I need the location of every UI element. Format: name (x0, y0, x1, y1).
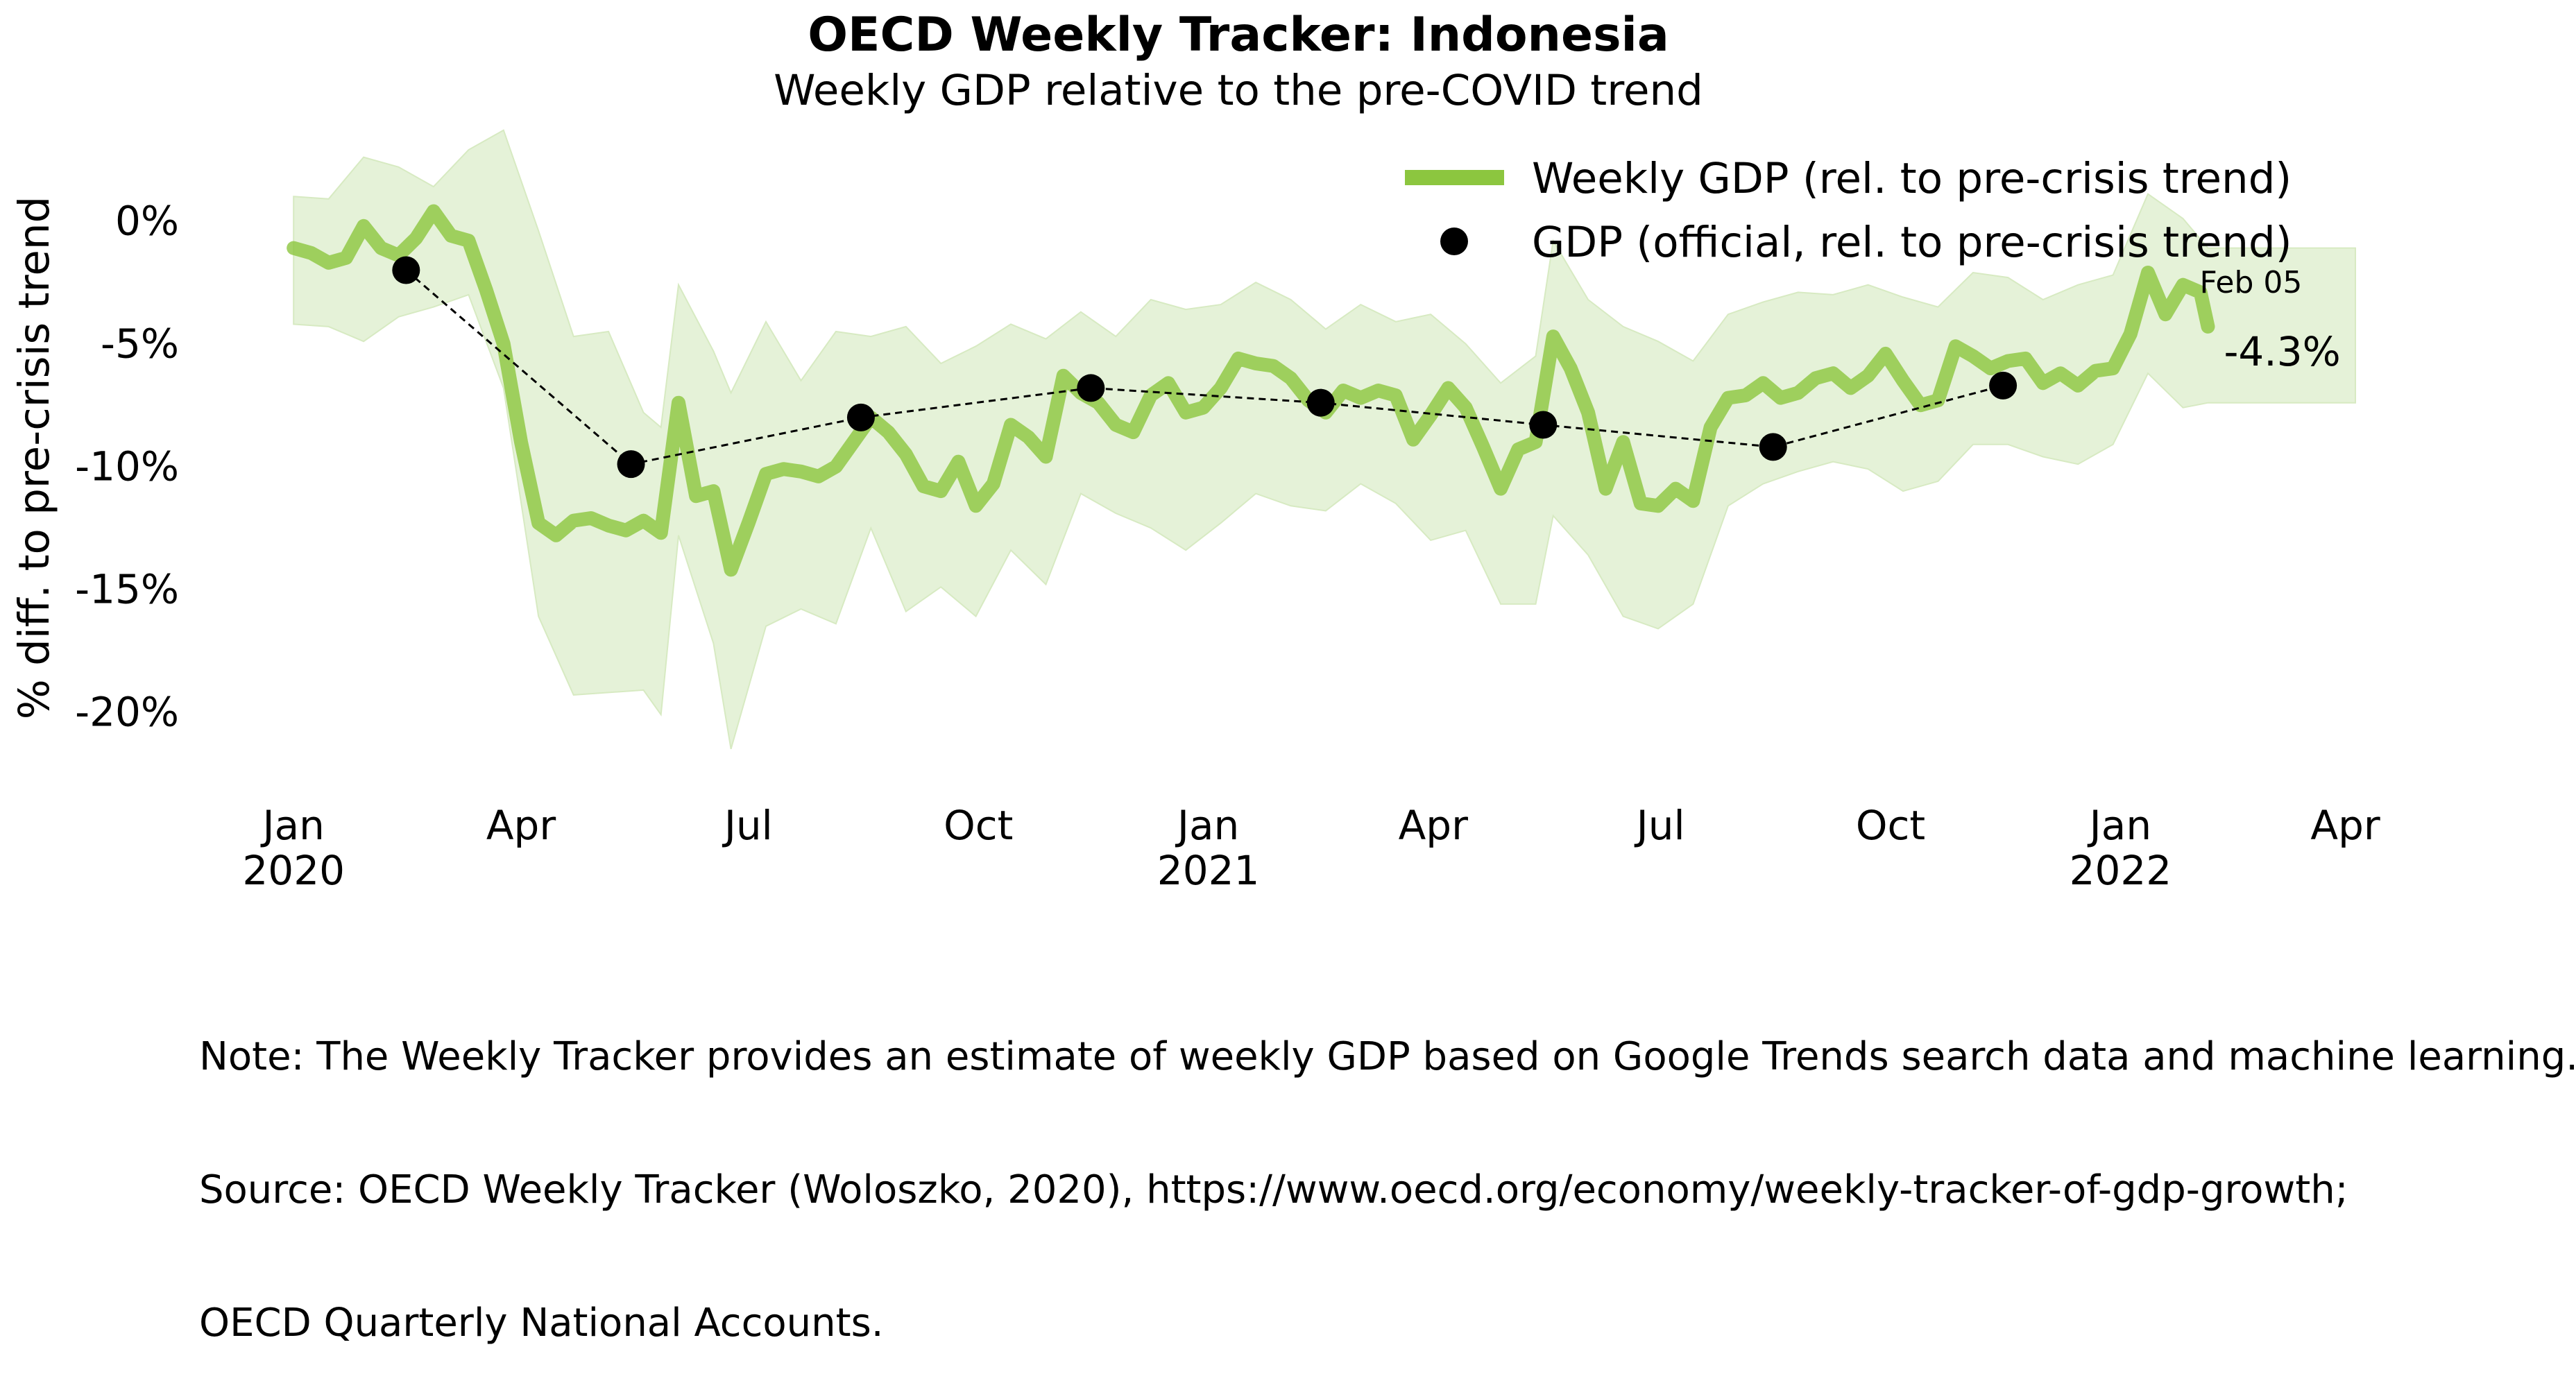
x-tick-year-label: 2021 (1157, 847, 1260, 894)
official-gdp-point (1989, 371, 2018, 400)
y-tick-label: -20% (75, 689, 179, 736)
x-tick-label: Jul (722, 802, 773, 849)
x-tick-label: Jan (1175, 802, 1239, 849)
official-gdp-point (1529, 411, 1558, 439)
legend: Weekly GDP (rel. to pre-crisis trend) GD… (1405, 154, 2292, 267)
annotation-value-label: -4.3% (2224, 328, 2340, 375)
footnote-source-cont: OECD Quarterly National Accounts. (199, 1301, 884, 1346)
official-gdp-point (1077, 374, 1105, 402)
legend-weekly-label: Weekly GDP (rel. to pre-crisis trend) (1532, 154, 2292, 203)
x-tick-label: Apr (2310, 802, 2380, 849)
footnote-note: Note: The Weekly Tracker provides an est… (199, 1034, 2576, 1079)
x-tick-year-label: 2020 (242, 847, 345, 894)
x-tick-label: Oct (944, 802, 1013, 849)
chart-title: OECD Weekly Tracker: Indonesia (808, 8, 1669, 62)
chart-subtitle: Weekly GDP relative to the pre-COVID tre… (774, 66, 1703, 115)
official-gdp-point (1306, 388, 1335, 417)
x-tick-label: Apr (1399, 802, 1468, 849)
weekly-gdp-series (287, 204, 2215, 577)
y-tick-label: -10% (75, 443, 179, 490)
legend-official-label: GDP (official, rel. to pre-crisis trend) (1532, 218, 2292, 267)
weekly-gdp-line (287, 204, 2215, 577)
y-axis-label: % diff. to pre-crisis trend (10, 196, 59, 720)
footnote-source: Source: OECD Weekly Tracker (Woloszko, 2… (199, 1167, 2348, 1212)
official-gdp-series (392, 256, 2018, 479)
y-tick-label: 0% (115, 198, 179, 245)
band-area (293, 129, 2356, 750)
official-gdp-dashed-line (405, 269, 2004, 465)
y-tick-label: -15% (75, 566, 179, 613)
footnote: Note: The Weekly Tracker provides an est… (199, 946, 2576, 1390)
x-tick-label: Apr (486, 802, 556, 849)
x-tick-label: Jan (261, 802, 325, 849)
official-gdp-point (846, 403, 875, 431)
x-tick-year-label: 2022 (2070, 847, 2172, 894)
official-gdp-point (1759, 433, 1787, 461)
y-axis-ticks: 0% -5% -10% -15% -20% (75, 198, 179, 736)
official-gdp-point (617, 450, 645, 479)
y-tick-label: -5% (101, 320, 179, 368)
x-tick-label: Jan (2088, 802, 2151, 849)
official-gdp-point (392, 256, 420, 284)
legend-official-marker (1440, 228, 1468, 255)
chart: OECD Weekly Tracker: Indonesia Weekly GD… (10, 8, 2380, 894)
latest-value-annotation: Feb 05 -4.3% (2199, 265, 2340, 375)
x-tick-label: Jul (1635, 802, 1685, 849)
x-tick-label: Oct (1856, 802, 1925, 849)
confidence-band (293, 129, 2356, 750)
annotation-date-label: Feb 05 (2199, 265, 2302, 300)
